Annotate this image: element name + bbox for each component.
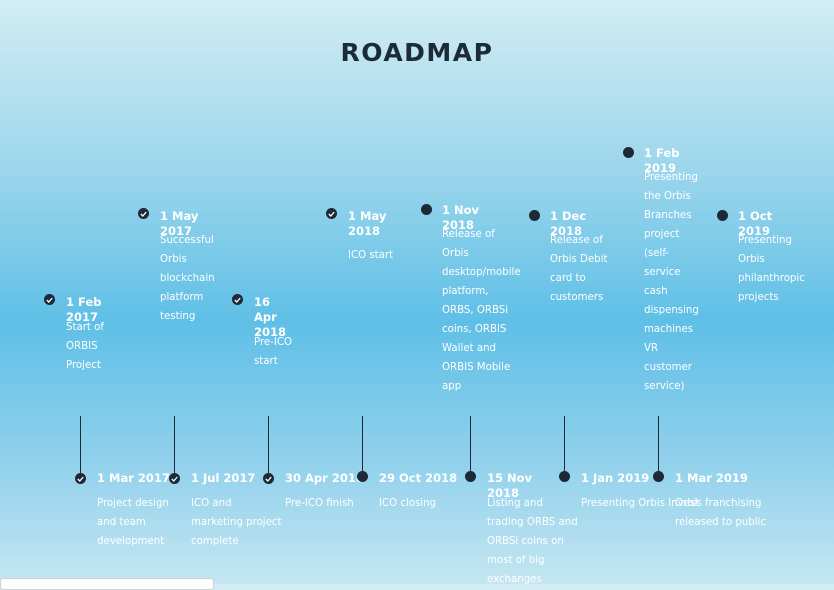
- milestone-desc: Successful Orbis blockchain platform tes…: [160, 235, 215, 322]
- milestone-desc: Pre-ICO finish: [285, 498, 354, 509]
- check-icon: [44, 294, 55, 305]
- milestone-date: 1 Mar 2019: [675, 471, 748, 485]
- dot-icon: [717, 210, 728, 221]
- milestone-desc: Presenting Orbis Invest: [581, 498, 700, 509]
- milestone-date: 1 Jul 2017: [191, 471, 256, 485]
- milestone-date: 15 Nov 2018: [487, 471, 533, 500]
- milestone-desc: Orbis franchising released to public: [675, 498, 766, 528]
- milestone-desc: Release of Orbis desktop/mobile platform…: [442, 229, 521, 392]
- milestone-desc: Start of ORBIS Project: [66, 322, 104, 371]
- milestone-desc: ICO closing: [379, 498, 437, 509]
- milestone-date: 1 Nov 2018: [442, 203, 480, 232]
- timeline-stem: [268, 416, 269, 473]
- timeline-stem: [470, 416, 471, 473]
- milestone-desc: Project design and team development: [97, 498, 169, 547]
- check-icon: [326, 208, 337, 219]
- timeline-stem: [564, 416, 565, 473]
- milestone-date: 1 May 2017: [160, 209, 199, 238]
- dot-icon: [465, 471, 476, 482]
- timeline-stem: [658, 416, 659, 473]
- check-icon: [169, 473, 180, 484]
- milestone-date: 1 Feb 2017: [66, 295, 102, 324]
- milestone-desc: Pre-ICO start: [254, 337, 293, 367]
- milestone-desc: ICO start: [348, 250, 394, 261]
- check-icon: [263, 473, 274, 484]
- milestone-desc: Presenting the Orbis Branches project (s…: [644, 172, 699, 392]
- dot-icon: [653, 471, 664, 482]
- milestone-date: 1 Dec 2018: [550, 209, 587, 238]
- milestone-desc: Presenting Orbis philanthropic projects: [738, 235, 805, 303]
- timeline-stem: [362, 416, 363, 473]
- milestone-desc: Listing and trading ORBS and ORBSi coins…: [487, 498, 578, 585]
- timeline-stem: [174, 416, 175, 473]
- dot-icon: [421, 204, 432, 215]
- milestone-date: 1 Mar 2017: [97, 471, 170, 485]
- timeline-stem: [80, 416, 81, 473]
- page-title: ROADMAP: [340, 38, 494, 67]
- milestone-date: 1 May 2018: [348, 209, 387, 238]
- milestone-desc: Release of Orbis Debit card to customers: [550, 235, 608, 303]
- check-icon: [138, 208, 149, 219]
- milestone-date: 1 Oct 2019: [738, 209, 773, 238]
- milestone-desc: ICO and marketing project complete: [191, 498, 282, 547]
- dot-icon: [357, 471, 368, 482]
- dot-icon: [623, 147, 634, 158]
- milestone-date: 16 Apr 2018: [254, 295, 287, 339]
- milestone-date: 1 Jan 2019: [581, 471, 650, 485]
- milestone-date: 1 Feb 2019: [644, 146, 680, 175]
- dot-icon: [529, 210, 540, 221]
- check-icon: [232, 294, 243, 305]
- check-icon: [75, 473, 86, 484]
- milestone-date: 29 Oct 2018: [379, 471, 458, 485]
- dot-icon: [559, 471, 570, 482]
- milestone-date: 30 Apr 2018: [285, 471, 364, 485]
- bottom-panel-edge: [0, 578, 214, 590]
